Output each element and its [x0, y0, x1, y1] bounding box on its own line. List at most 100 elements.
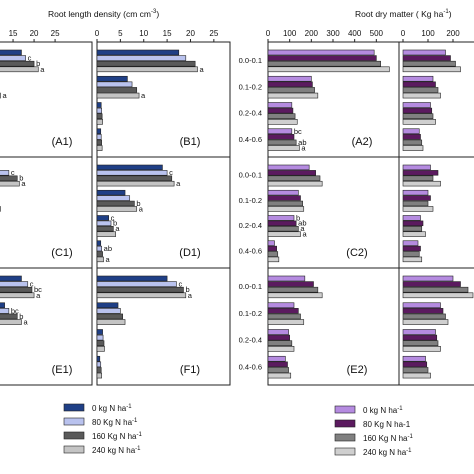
bar — [267, 206, 305, 212]
bar — [267, 139, 297, 146]
significance-label: a — [188, 291, 193, 300]
x-tick-label: 0 — [95, 29, 100, 38]
bar — [402, 170, 439, 176]
bar — [96, 231, 116, 237]
bar — [96, 75, 128, 82]
bar — [267, 102, 293, 108]
bar — [402, 55, 451, 61]
bar — [0, 292, 35, 299]
bar — [267, 355, 286, 362]
bar — [402, 134, 421, 140]
bar — [402, 281, 461, 287]
bar — [402, 355, 426, 362]
panel-label: (D1) — [179, 247, 200, 259]
significance-label: c — [169, 168, 173, 177]
bar — [267, 302, 295, 309]
bar — [267, 319, 305, 325]
bar — [267, 275, 306, 282]
bar — [267, 256, 280, 263]
bar — [402, 92, 441, 99]
bar — [267, 87, 315, 93]
bar — [402, 275, 454, 282]
panel-3: cba (C1) — [0, 156, 93, 269]
depth-category-label: 0.2-0.4 — [239, 109, 262, 118]
length-legend-swatch — [63, 417, 85, 426]
significance-label: b — [36, 59, 40, 68]
bar — [96, 286, 184, 293]
bar — [267, 215, 295, 221]
x-tick-label: 10 — [139, 29, 148, 38]
panel-12 — [398, 267, 474, 386]
bar — [0, 175, 18, 181]
significance-label: a — [115, 224, 120, 233]
bar — [267, 292, 323, 299]
depth-category-label: 0.1-0.2 — [239, 196, 262, 205]
bar — [96, 102, 102, 108]
bar — [0, 286, 33, 293]
bar — [402, 302, 441, 309]
bar — [96, 367, 102, 373]
depth-category-label: 0.1-0.2 — [239, 82, 262, 91]
bar — [402, 145, 424, 151]
bar — [267, 175, 321, 181]
bar — [96, 107, 102, 114]
bar — [96, 302, 119, 309]
length-legend-label: 80 Kg N ha-1 — [92, 418, 138, 427]
bar — [402, 175, 434, 181]
significance-label: a — [36, 291, 41, 300]
length-legend-swatch — [63, 445, 85, 454]
bar — [267, 334, 290, 341]
bar — [402, 215, 421, 221]
significance-label: c — [30, 280, 34, 289]
panel-11: 0.0-0.1 0.1-0.2 0.2-0.4 0.4-0.6 (E2) — [239, 267, 400, 386]
bar — [402, 240, 419, 246]
bar — [402, 81, 436, 88]
bar — [267, 128, 293, 135]
legends-group: 0 kg N ha-1 80 Kg N ha-1 160 Kg N ha-1 240 … — [63, 403, 413, 457]
bar — [402, 49, 446, 56]
significance-label: b — [19, 174, 23, 183]
bar — [96, 292, 187, 299]
bar — [0, 281, 29, 287]
bar — [402, 180, 441, 187]
length-legend-swatch — [63, 431, 85, 440]
bar — [96, 329, 103, 335]
bar — [402, 206, 434, 212]
panel-6: cba (F1) — [96, 267, 231, 386]
bar — [402, 119, 436, 125]
bar — [96, 240, 102, 246]
significance-label: a — [141, 91, 146, 100]
bar — [0, 180, 20, 187]
bar — [96, 226, 114, 232]
bar — [96, 313, 124, 320]
bar — [96, 334, 104, 341]
bar — [402, 226, 423, 232]
bar — [96, 60, 196, 67]
x-tick-label: 20 — [186, 29, 195, 38]
x-tick-label: 25 — [209, 29, 218, 38]
bar — [267, 329, 289, 335]
panel-label: (C2) — [346, 247, 367, 259]
significance-label: b — [185, 285, 189, 294]
x-tick-label: 15 — [9, 29, 18, 38]
bar — [96, 220, 112, 227]
bar — [96, 361, 102, 368]
bar — [96, 195, 131, 201]
significance-label: ab — [298, 138, 306, 147]
significance-label: c — [111, 213, 115, 222]
bar — [96, 119, 103, 125]
x-tick-label: 300 — [326, 29, 340, 38]
bar — [402, 251, 420, 257]
significance-label: bc — [34, 285, 42, 294]
significance-label: bc — [294, 127, 302, 136]
panel-label: (B1) — [180, 136, 201, 148]
significance-label: c — [11, 168, 15, 177]
panel-label: (A2) — [352, 136, 373, 148]
bar — [96, 256, 104, 263]
bar — [96, 170, 168, 176]
